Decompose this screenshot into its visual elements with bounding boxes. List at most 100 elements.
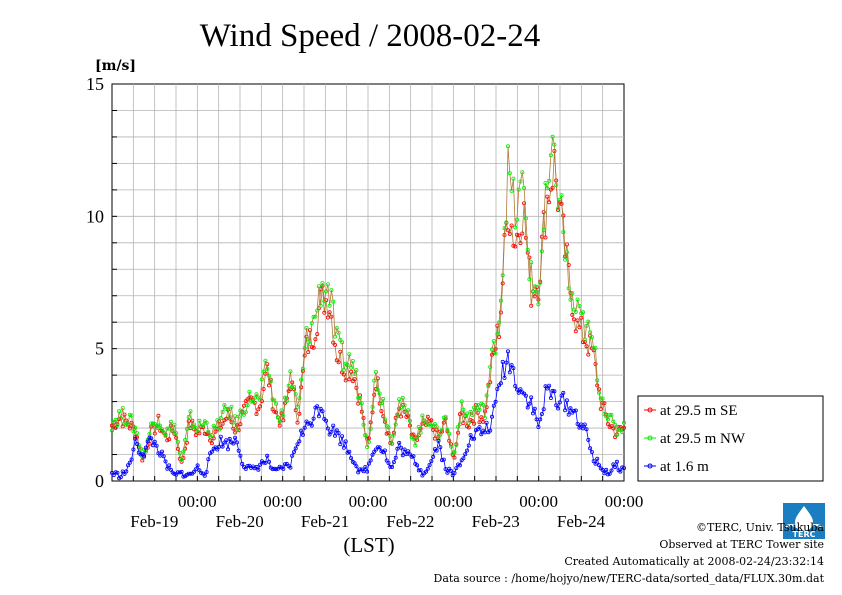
series-point [163,433,168,438]
x-tick-label-time: 00:00 [434,492,473,511]
series-point [209,449,214,454]
series-point [398,445,403,450]
series-point [261,369,266,374]
series-point [316,414,321,419]
series-point [600,396,605,401]
series-point [550,185,555,190]
series-point [188,409,193,414]
series-point [488,364,493,369]
series-point [149,436,154,441]
series-point [466,443,471,448]
series-point [299,385,304,390]
series-point [557,400,562,405]
series-point [495,386,500,391]
series-point [531,289,536,294]
series-point [390,464,395,469]
series-point [193,433,198,438]
series-point [318,303,323,308]
series-point [522,201,527,206]
series-point [586,319,591,324]
series-point [484,420,489,425]
series-point [152,431,157,436]
series-point [552,142,557,147]
series-point [181,449,186,454]
series-point [547,200,552,205]
series-point [261,386,266,391]
series-point [220,421,225,426]
series-point [516,390,521,395]
series-point [347,377,352,382]
series-point [561,213,566,218]
series-point [598,396,603,401]
series-point [266,383,271,388]
series-point [464,448,469,453]
series-point [532,406,537,411]
series-point [415,434,420,439]
series-point [593,345,598,350]
series-point [359,409,364,414]
series-point [477,425,482,430]
series-point [259,377,264,382]
series-point [591,459,596,464]
source-text: Data source : /home/hojyo/new/TERC-data/… [433,572,825,585]
series-point [586,437,591,442]
series-point [570,291,575,296]
series-point [550,134,555,139]
series-point [368,426,373,431]
series-point [138,452,143,457]
series-point [604,467,609,472]
series-point [309,423,314,428]
series-point [461,420,466,425]
series-point [406,413,411,418]
y-axis: 0 5 10 15 [86,74,117,491]
series-point [168,419,173,424]
series-point [498,298,503,303]
series-point [300,366,305,371]
series-point [361,422,366,427]
series-point [261,460,266,465]
series-point [184,426,189,431]
series-point [315,308,320,313]
series-point [365,444,370,449]
series-point [620,465,625,470]
series-point [468,409,473,414]
series-point [186,471,191,476]
series-point [193,425,198,430]
series-point [416,424,421,429]
series-point [274,467,279,472]
series-point [498,310,503,315]
series-point [332,342,337,347]
series-point [245,403,250,408]
series-point [236,448,241,453]
series-point [529,303,534,308]
series-point [511,176,516,181]
series-point [274,410,279,415]
series-point [579,315,584,320]
series-point [491,403,496,408]
series-point [545,186,550,191]
y-tick-label: 10 [86,206,104,226]
series-point [466,420,471,425]
series-point [516,233,521,238]
series-point [332,433,337,438]
x-tick-label-date: Feb-24 [557,512,606,531]
series-point [118,475,123,480]
series-point [124,469,129,474]
series-point [388,464,393,469]
series-point [295,442,300,447]
series-point [591,346,596,351]
series-point [354,368,359,373]
series-point [477,420,482,425]
series-point [482,415,487,420]
series-point [216,427,221,432]
series-point [288,369,293,374]
series-point [457,463,462,468]
chart-title: Wind Speed / 2008-02-24 [200,18,541,54]
series-point [197,468,202,473]
series-point [115,470,120,475]
series-point [220,409,225,414]
series-point [559,393,564,398]
series-point [361,469,366,474]
series-point [167,437,172,442]
series-point [622,466,627,471]
